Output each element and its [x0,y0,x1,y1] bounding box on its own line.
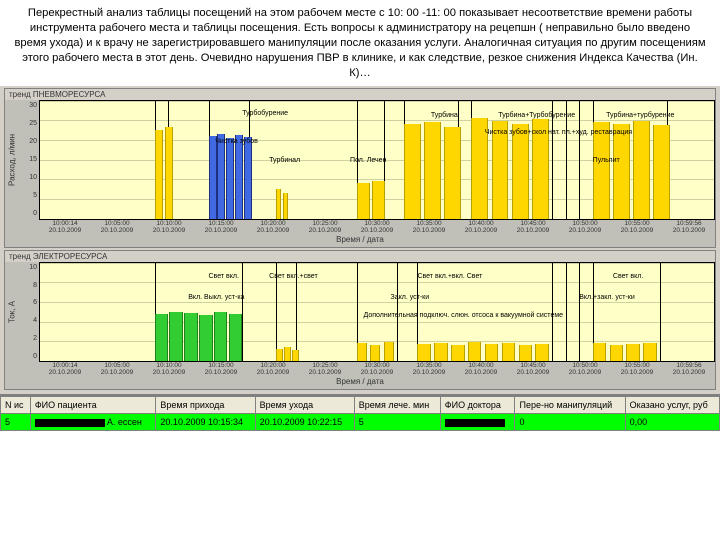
chart2-xaxis: 10:00:1420.10.200910:05:0020.10.200910:1… [39,362,715,376]
chart1-ylabel: Расход, л/мин [5,100,19,220]
chart2-yticks: 1086420 [19,262,39,362]
chart2-title: тренд ЭЛЕКТРОРЕСУРСА [5,251,715,262]
table-cell[interactable]: 5 [354,414,440,431]
table-cell[interactable]: 20.10.2009 10:15:34 [156,414,255,431]
table-header-row: N исФИО пациентаВремя приходаВремя ухода… [1,397,720,414]
table-header[interactable]: Оказано услуг, руб [625,397,719,414]
chart2-ylabel: Ток, А [5,262,19,362]
chart-panel-2: тренд ЭЛЕКТРОРЕСУРСА Ток, А 1086420 Свет… [4,250,716,390]
table-header[interactable]: Время ухода [255,397,354,414]
chart2-xlabel: Время / дата [5,376,715,389]
chart1-plot[interactable]: ТурбобурениеЧистка зубовТурбиналТурбинаП… [39,100,715,220]
table-cell[interactable]: A. ессен [30,414,156,431]
table-header[interactable]: Пере-но манипуляций [515,397,625,414]
table-header[interactable]: Время лече. мин [354,397,440,414]
table-cell[interactable]: 5 [1,414,31,431]
chart1-xaxis: 10:00:1420.10.200910:05:0020.10.200910:1… [39,220,715,234]
table-cell[interactable]: 0,00 [625,414,719,431]
table-header[interactable]: ФИО пациента [30,397,156,414]
chart-area: тренд ПНЕВМОРЕСУРСА Расход, л/мин 302520… [0,86,720,395]
chart2-plot[interactable]: Свет вкл.Свет вкл.+светВкл. Выкл. уст-ка… [39,262,715,362]
chart1-yticks: 302520151050 [19,100,39,220]
chart1-xlabel: Время / дата [5,234,715,247]
chart1-title: тренд ПНЕВМОРЕСУРСА [5,89,715,100]
table-header[interactable]: N ис [1,397,31,414]
table-cell[interactable] [440,414,515,431]
table-cell[interactable]: 20.10.2009 10:22:15 [255,414,354,431]
table-row[interactable]: 5 A. ессен20.10.2009 10:15:3420.10.2009 … [1,414,720,431]
chart-panel-1: тренд ПНЕВМОРЕСУРСА Расход, л/мин 302520… [4,88,716,248]
table-header[interactable]: ФИО доктора [440,397,515,414]
table-wrap: N исФИО пациентаВремя приходаВремя ухода… [0,394,720,431]
visits-table[interactable]: N исФИО пациентаВремя приходаВремя ухода… [0,396,720,431]
table-header[interactable]: Время прихода [156,397,255,414]
table-cell[interactable]: 0 [515,414,625,431]
header-text: Перекрестный анализ таблицы посещений на… [0,0,720,86]
